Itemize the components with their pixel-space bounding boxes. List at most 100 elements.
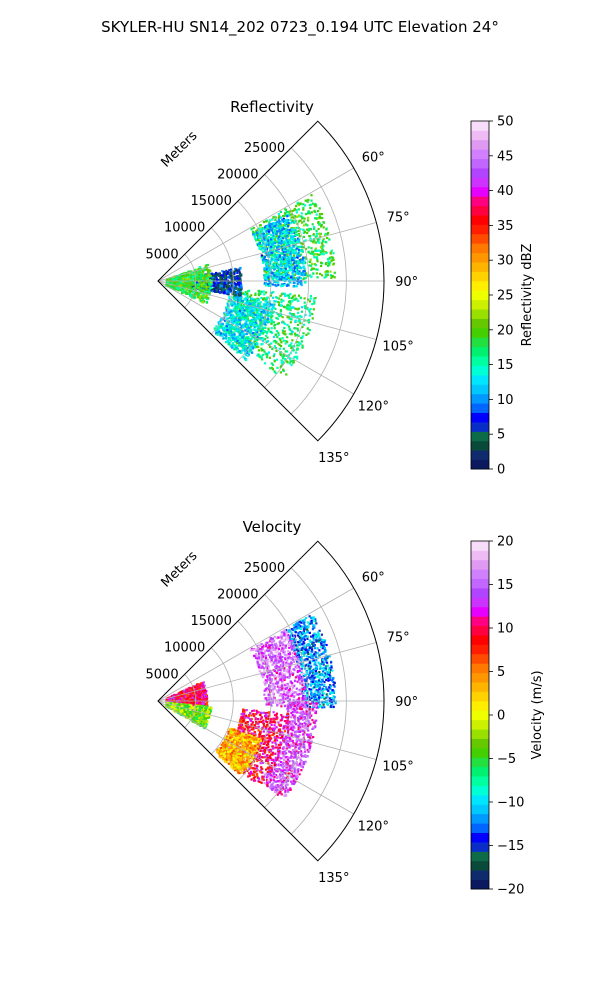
echo-region (252, 214, 307, 288)
colorbar-tick-label: −5 (497, 752, 516, 767)
colorbar-swatch (471, 625, 489, 636)
sector-outline (157, 120, 385, 442)
echo-region (213, 294, 275, 362)
colorbar-label: Reflectivity dBZ (520, 244, 535, 347)
colorbar-swatch (471, 403, 489, 413)
colorbar-swatch (471, 879, 489, 890)
colorbar-tick-label: 15 (497, 358, 514, 373)
sector-frame (157, 120, 385, 442)
colorbar-swatch (471, 700, 489, 711)
radial-tick-labels: 5000 10000 15000 20000 25000 (146, 141, 286, 263)
colorbar-swatch (471, 569, 489, 580)
colorbar-label: Velocity (m/s) (530, 670, 545, 759)
colorbar-swatch (471, 374, 489, 385)
colorbar-swatch (471, 719, 489, 730)
velocity-panel: Velocity 5000 10000 15000 20000 25000 60° 75°… (146, 518, 545, 898)
colorbar-swatch (471, 356, 489, 366)
colorbar-swatch (471, 450, 489, 460)
colorbar-swatch (471, 224, 489, 235)
radial-axis-label: Meters (159, 548, 201, 590)
radial-tick-label: 25000 (244, 561, 285, 576)
radial-tick-label: 10000 (164, 641, 205, 656)
colorbar-swatch (471, 139, 489, 150)
colorbar-swatch (471, 130, 489, 141)
colorbar-tick-label: 30 (497, 254, 514, 269)
colorbar-swatch (471, 365, 489, 376)
colorbar-swatch (471, 346, 489, 357)
azimuth-grid-line (157, 587, 354, 702)
colorbar-swatch (471, 431, 489, 442)
colorbar-tick-label: 20 (497, 323, 514, 338)
azimuth-grid-line (157, 167, 354, 282)
reflectivity-panel: Reflectivity 5000 10000 15000 20000 25000 60… (146, 98, 535, 478)
colorbar-swatch (471, 393, 489, 404)
colorbar-swatch (471, 233, 489, 244)
colorbar-swatch (471, 616, 489, 627)
azimuth-grid-line (157, 222, 377, 282)
colorbar-swatch (471, 158, 489, 169)
radial-tick-label: 20000 (217, 588, 258, 603)
colorbar-swatch (471, 149, 489, 160)
radial-tick-label: 5000 (146, 247, 179, 262)
colorbar-swatch (471, 440, 489, 451)
radial-tick-label: 10000 (164, 221, 205, 236)
echo-region (216, 727, 262, 775)
azimuth-tick-label: 105° (382, 339, 413, 354)
radial-tick-label: 25000 (244, 141, 285, 156)
colorbar-swatch (471, 794, 489, 805)
colorbar-swatch (471, 459, 489, 470)
azimuth-tick-label: 120° (358, 819, 389, 834)
azimuth-tick-label: 90° (395, 275, 418, 290)
figure-title: SKYLER-HU SN14_202 0723_0.194 UTC Elevat… (101, 18, 499, 37)
colorbar-swatch (471, 747, 489, 758)
colorbar-tick-label: 40 (497, 184, 514, 199)
colorbar-swatch (471, 860, 489, 871)
colorbar-swatch (471, 870, 489, 880)
colorbar-tick-label: −10 (497, 796, 524, 811)
radial-axis-label: Meters (159, 128, 201, 170)
colorbar-swatch (471, 766, 489, 777)
colorbar-swatch (471, 597, 489, 608)
azimuth-grid-line (157, 280, 377, 340)
colorbar-tick-label: 0 (497, 463, 505, 478)
colorbar-swatch (471, 280, 489, 291)
colorbar-swatch (471, 337, 489, 348)
colorbar-swatch (471, 384, 489, 395)
colorbar-tick-label: 10 (497, 622, 514, 637)
colorbar-tick-label: −20 (497, 883, 524, 898)
colorbar-swatch (471, 813, 489, 824)
colorbar-swatch (471, 205, 489, 216)
azimuth-grid-line (157, 642, 377, 702)
azimuth-tick-labels: 60° 75° 90° 105° 120° 135° (318, 151, 418, 466)
azimuth-tick-label: 120° (358, 399, 389, 414)
radial-tick-labels: 5000 10000 15000 20000 25000 (146, 561, 286, 683)
azimuth-tick-labels: 60° 75° 90° 105° 120° 135° (318, 571, 418, 886)
colorbar-swatch (471, 299, 489, 310)
panel-title: Velocity (243, 518, 302, 536)
radial-tick-label: 5000 (146, 667, 179, 682)
colorbar-swatch (471, 578, 489, 589)
colorbar-swatch (471, 121, 489, 131)
colorbar-tick-label: 20 (497, 535, 514, 550)
colorbar-swatch (471, 421, 489, 432)
panel-title: Reflectivity (230, 98, 314, 116)
colorbar-tick-label: 0 (497, 709, 505, 724)
colorbar-tick-label: 5 (497, 428, 505, 443)
colorbar-tick-label: 50 (497, 115, 514, 130)
azimuth-grid-line (157, 280, 354, 395)
colorbar-swatch (471, 851, 489, 862)
echo-region (165, 263, 213, 304)
azimuth-tick-label: 90° (395, 695, 418, 710)
radial-tick-label: 15000 (191, 614, 232, 629)
colorbar-swatch (471, 196, 489, 207)
colorbar-swatch (471, 271, 489, 282)
colorbar-swatch (471, 644, 489, 655)
colorbar-swatch (471, 729, 489, 739)
colorbar-swatch (471, 841, 489, 852)
colorbar-swatch (471, 215, 489, 225)
colorbar-tick-label: −15 (497, 839, 524, 854)
azimuth-tick-label: 75° (387, 211, 410, 226)
colorbar-swatch (471, 252, 489, 263)
radial-tick-label: 20000 (217, 168, 258, 183)
colorbar-swatch (471, 682, 489, 692)
